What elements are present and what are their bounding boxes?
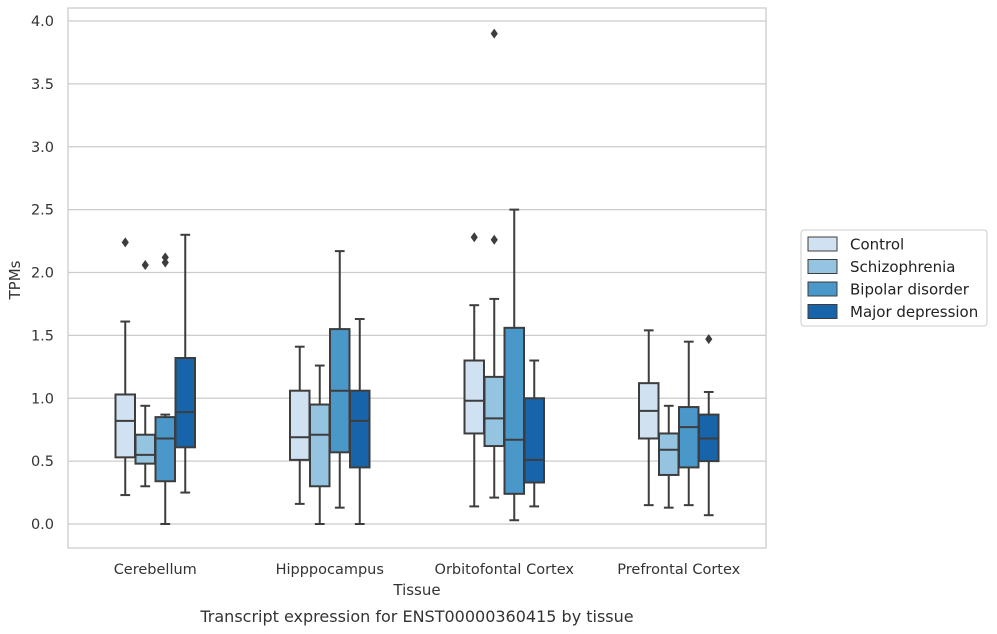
outlier-point (141, 259, 149, 270)
outlier-point (490, 28, 498, 39)
y-axis-label: TPMs (6, 260, 24, 300)
box (523, 397, 545, 484)
box (289, 389, 311, 461)
y-tick-label: 1.0 (31, 391, 54, 407)
x-axis-label: Tissue (392, 581, 440, 599)
box-groups (114, 28, 720, 525)
x-tick-label: Hipppocampus (276, 562, 384, 578)
y-tick-label: 3.0 (31, 140, 54, 156)
y-tick-label: 3.5 (31, 77, 54, 93)
outlier-point (161, 257, 169, 268)
x-tick-label: Prefrontal Cortex (617, 562, 740, 578)
chart-caption: Transcript expression for ENST0000036041… (199, 607, 633, 626)
box (309, 403, 331, 488)
outlier-point (121, 237, 129, 248)
y-tick-labels: 0.0 0.5 1.0 1.5 2.0 2.5 3.0 3.5 4.0 (31, 14, 54, 533)
legend-swatch (807, 281, 838, 297)
y-tick-label: 0.5 (31, 454, 54, 470)
legend: Control Schizophrenia Bipolar disorder Majo… (800, 229, 988, 327)
box-group (114, 233, 196, 525)
box (503, 326, 525, 495)
legend-label: Bipolar disorder (850, 281, 970, 299)
y-tick-label: 2.5 (31, 203, 54, 219)
box (658, 432, 680, 476)
plot-frame (67, 7, 767, 549)
outlier-point (470, 232, 478, 243)
legend-label: Schizophrenia (850, 258, 955, 276)
y-tick-label: 2.0 (31, 266, 54, 282)
outlier-point (705, 334, 713, 345)
legend-frame (800, 229, 988, 327)
legend-swatch (807, 304, 838, 319)
box-group (463, 28, 545, 522)
x-tick-label: Cerebellum (114, 562, 197, 578)
y-tick-label: 0.0 (31, 517, 54, 533)
box (174, 357, 196, 449)
x-tick-labels: Cerebellum Hipppocampus Orbitofontal Corte… (114, 562, 741, 578)
legend-swatch (807, 236, 838, 252)
box (463, 359, 485, 435)
box (678, 406, 700, 469)
legend-label: Control (850, 236, 904, 254)
box (134, 433, 156, 465)
outlier-point (161, 252, 169, 263)
box (114, 393, 136, 459)
outlier-point (490, 234, 498, 245)
x-tick-label: Orbitofontal Cortex (435, 562, 575, 578)
box-group (289, 250, 371, 525)
y-tick-label: 1.5 (31, 328, 54, 344)
box (349, 389, 371, 469)
box (154, 416, 176, 483)
box (483, 375, 505, 448)
y-tick-label: 4.0 (31, 14, 54, 30)
legend-label: Major depression (850, 303, 978, 321)
box-group (638, 329, 720, 517)
legend-swatch (807, 259, 838, 274)
